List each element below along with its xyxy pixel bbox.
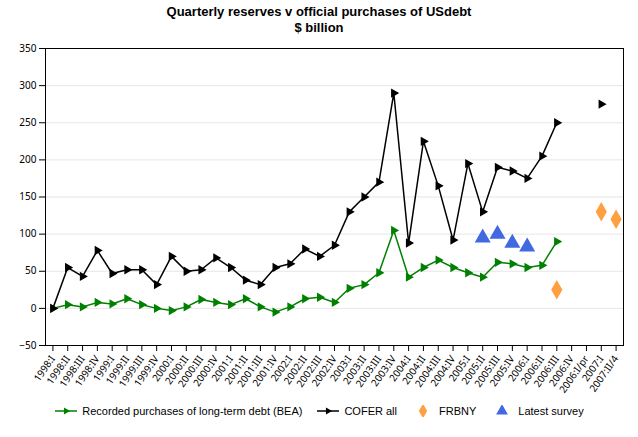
svg-text:350: 350 (19, 41, 36, 55)
svg-text:0: 0 (31, 301, 37, 315)
svg-text:2000:IV: 2000:IV (189, 352, 221, 389)
svg-text:2002:I: 2002:I (267, 352, 296, 385)
svg-text:150: 150 (19, 189, 36, 203)
svg-text:100: 100 (19, 226, 36, 240)
svg-text:300: 300 (19, 78, 36, 92)
svg-text:2003:IV: 2003:IV (367, 352, 399, 389)
svg-text:50: 50 (25, 263, 37, 277)
svg-text:2007:II/4: 2007:II/4 (586, 352, 622, 394)
svg-text:2003:III: 2003:III (352, 352, 384, 390)
html-text:Latest survey: Latest survey (518, 405, 584, 417)
svg-text:2001:I: 2001:I (207, 352, 236, 385)
svg-text:−50: −50 (19, 338, 36, 352)
svg-text:2000:III: 2000:III (174, 352, 207, 390)
html-text:FRBNY: FRBNY (439, 405, 477, 417)
svg-text:1999:I: 1999:I (89, 352, 118, 385)
svg-text:2006:I/pr: 2006:I/pr (555, 352, 592, 396)
svg-text:2002:IV: 2002:IV (308, 352, 340, 389)
svg-text:200: 200 (19, 152, 36, 166)
html-text:COFER all: COFER all (344, 405, 397, 417)
svg-text:1999:II: 1999:II (102, 352, 133, 387)
svg-text:2004:III: 2004:III (411, 352, 444, 390)
svg-text:2002:III: 2002:III (292, 352, 325, 390)
svg-text:2001:II: 2001:II (220, 352, 251, 387)
svg-text:2000:I: 2000:I (148, 352, 177, 385)
svg-text:1998:IV: 1998:IV (70, 352, 103, 389)
html-text:Recorded purchases of long-ter: Recorded purchases of long-term debt (BE… (82, 405, 303, 417)
svg-text:2006:II: 2006:II (517, 352, 548, 387)
html-text:Quarterly reserves v official: Quarterly reserves v official purchases … (166, 4, 472, 19)
svg-text:2005:III: 2005:III (470, 352, 503, 390)
svg-text:1998:II: 1998:II (42, 352, 73, 387)
svg-text:2000:II: 2000:II (161, 352, 192, 387)
svg-text:2004:II: 2004:II (398, 352, 429, 387)
svg-text:2005:IV: 2005:IV (485, 352, 518, 389)
svg-text:2001:III: 2001:III (233, 352, 266, 390)
svg-text:2003:II: 2003:II (339, 352, 370, 387)
svg-text:2006:I: 2006:I (504, 352, 533, 385)
svg-text:2002:II: 2002:II (279, 352, 310, 387)
svg-text:2004:I: 2004:I (385, 352, 414, 385)
svg-text:2006:IV: 2006:IV (545, 352, 577, 389)
svg-text:2004:IV: 2004:IV (426, 352, 459, 389)
svg-text:250: 250 (19, 115, 36, 129)
svg-text:1998:I: 1998:I (29, 352, 58, 385)
svg-text:2005:I: 2005:I (444, 352, 473, 385)
svg-text:2006:III: 2006:III (529, 352, 562, 390)
svg-text:2001:IV: 2001:IV (248, 352, 281, 389)
svg-text:2003:I: 2003:I (326, 352, 355, 385)
svg-text:1998:III: 1998:III (55, 352, 88, 390)
html-text:$ billion: $ billion (294, 20, 344, 35)
svg-text:1999:III: 1999:III (114, 352, 147, 390)
svg-text:2005:II: 2005:II (457, 352, 488, 387)
svg-text:1999:IV: 1999:IV (130, 352, 162, 389)
